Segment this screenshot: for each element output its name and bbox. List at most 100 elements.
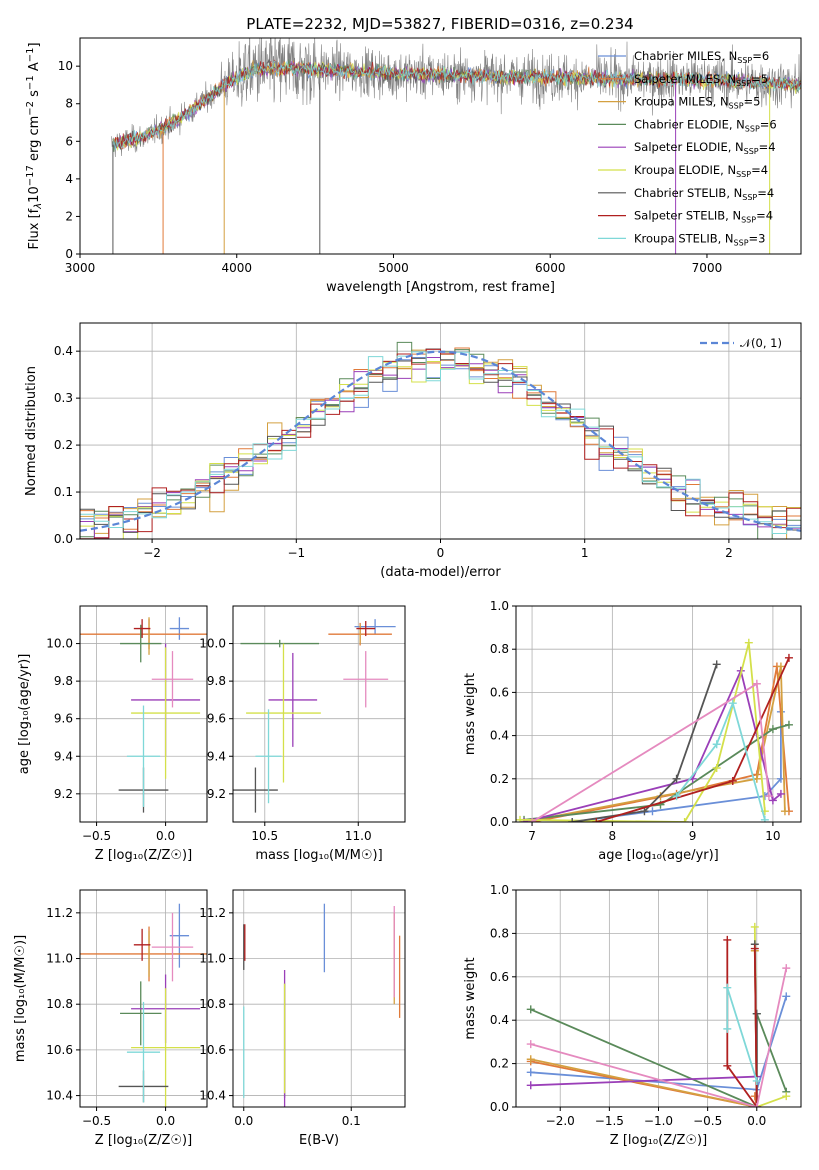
weight-point-marker	[768, 796, 777, 805]
legend-label: Salpeter STELIB, N	[634, 209, 741, 223]
axes-frame	[79, 605, 208, 823]
y-tick-label: 0.4	[490, 1013, 509, 1027]
x-tick-label: 0.0	[156, 829, 175, 843]
y-tick-label: 4	[65, 172, 73, 186]
legend-entry: Chabrier STELIB, NSSP=4	[634, 186, 774, 202]
weight-point-marker	[528, 818, 537, 822]
x-tick-label: −1	[287, 546, 305, 560]
x-tick-label: 7	[528, 829, 536, 843]
x-tick-label: 6000	[535, 261, 566, 275]
y-tick-label: 9.4	[54, 749, 73, 763]
weight-point-marker	[784, 720, 793, 729]
y-tick-label: 1.0	[490, 599, 509, 613]
x-tick-label: −0.5	[82, 829, 111, 843]
x-tick-label: 5000	[378, 261, 409, 275]
y-axis-label: Normed distribution	[24, 366, 39, 496]
plot-area	[516, 638, 793, 822]
y-axis-label-part: −2	[25, 101, 36, 116]
x-tick-label: −2	[143, 546, 161, 560]
legend-sub: SSP	[742, 193, 757, 202]
y-tick-label: 9.6	[54, 712, 73, 726]
legend-tail: =3	[749, 231, 766, 245]
plot-area	[243, 903, 401, 1107]
axes-frame	[79, 889, 208, 1108]
y-tick-label: 9.8	[54, 674, 73, 688]
axes-frame	[515, 605, 802, 823]
plot-area	[526, 922, 791, 1107]
plot-area	[80, 341, 801, 539]
legend-entry: 𝒩(0, 1)	[740, 336, 782, 350]
weight-point-marker	[752, 679, 761, 688]
weight-point-marker	[723, 1061, 732, 1070]
y-tick-label: 0.2	[490, 772, 509, 786]
legend-sub: SSP	[736, 79, 751, 88]
y-tick-label: 9.8	[207, 674, 226, 688]
x-tick-label: 0	[437, 546, 445, 560]
legend-tail: =6	[760, 117, 777, 131]
weight-point-marker	[526, 1081, 535, 1090]
x-tick-label: −2.0	[546, 1114, 575, 1128]
legend-tail: =4	[756, 209, 773, 223]
x-tick-label: 0.0	[156, 1114, 175, 1128]
y-tick-label: 1.0	[490, 883, 509, 897]
weight-point-marker	[750, 944, 759, 953]
y-tick-label: 0.2	[54, 438, 73, 452]
panel-massweight-vs-Z: −2.0 −1.5 −1.0 −0.5 0.0 0.0 0.2 0.4 0.6 0.8 1.0 Z […	[463, 883, 802, 1148]
panel-mass-vs-Z: −0.5 0.0 10.4 10.6 10.8 11.0 11.2 Z [log₁₀(Z/Z☉…	[13, 889, 208, 1148]
y-tick-label: 0.1	[54, 485, 73, 499]
y-axis-label: Flux [fλ10−17 erg cm−2 s−1 A−1]	[25, 42, 44, 249]
x-tick-label: −0.5	[82, 1114, 111, 1128]
weight-point-marker	[712, 660, 721, 669]
legend-tail: =4	[757, 186, 774, 200]
y-tick-label: 9.2	[54, 787, 73, 801]
y-axis-label-part: −1	[25, 75, 36, 90]
x-axis-label: mass [log₁₀(M/M☉)]	[255, 848, 382, 863]
legend-label: Kroupa STELIB, N	[634, 231, 734, 245]
y-axis-label: mass [log₁₀(M/M☉)]	[13, 935, 28, 1062]
weight-point-marker	[516, 815, 525, 822]
x-tick-label: 0.1	[342, 1114, 361, 1128]
weight-point-marker	[750, 922, 759, 931]
weight-point-marker	[752, 1103, 761, 1107]
weight-point-marker	[780, 807, 789, 816]
weight-point-marker	[782, 1092, 791, 1101]
legend-tail: =5	[744, 95, 761, 109]
x-axis-label: wavelength [Angstrom, rest frame]	[326, 280, 555, 295]
legend-label: Chabrier ELODIE, N	[634, 117, 745, 131]
x-axis-label: E(B-V)	[299, 1133, 339, 1148]
weight-point-marker	[728, 776, 737, 785]
weight-point-marker	[526, 1040, 535, 1049]
legend-entry: Kroupa STELIB, NSSP=3	[634, 231, 765, 247]
weight-point-marker	[764, 792, 773, 801]
legend-sub: SSP	[734, 238, 749, 247]
x-tick-label: 1	[581, 546, 589, 560]
axes-frame	[79, 37, 802, 255]
plot-area	[111, 38, 801, 254]
y-tick-label: 0.3	[54, 391, 73, 405]
weight-point-marker	[784, 653, 793, 662]
y-tick-label: 11.2	[46, 906, 73, 920]
axes-frame	[79, 322, 802, 540]
y-tick-label: 0	[65, 247, 73, 261]
legend-entry: Salpeter MILES, NSSP=5	[634, 72, 768, 88]
x-axis-label: Z [log₁₀(Z/Z☉)]	[610, 1133, 707, 1148]
legend-entry: Kroupa MILES, NSSP=5	[634, 95, 760, 111]
x-axis-label: (data-model)/error	[380, 565, 501, 580]
model-spectrum-line	[112, 60, 801, 151]
weight-point-marker	[728, 699, 737, 708]
weight-series-line	[675, 700, 766, 821]
x-axis-label: Z [log₁₀(Z/Z☉)]	[95, 848, 192, 863]
x-tick-label: −1.0	[644, 1114, 673, 1128]
weight-point-marker	[752, 1076, 761, 1085]
legend-entry: Kroupa ELODIE, NSSP=4	[634, 163, 768, 179]
y-tick-label: 10.6	[199, 1043, 226, 1057]
weight-point-marker	[712, 740, 721, 749]
x-tick-label: 2	[725, 546, 733, 560]
y-axis-label-part: −1	[25, 48, 36, 63]
y-tick-label: 9.4	[207, 749, 226, 763]
x-tick-label: 8	[609, 829, 617, 843]
y-tick-label: 6	[65, 134, 73, 148]
legend-label: Salpeter MILES, N	[634, 72, 736, 86]
x-tick-label: 10	[765, 829, 780, 843]
